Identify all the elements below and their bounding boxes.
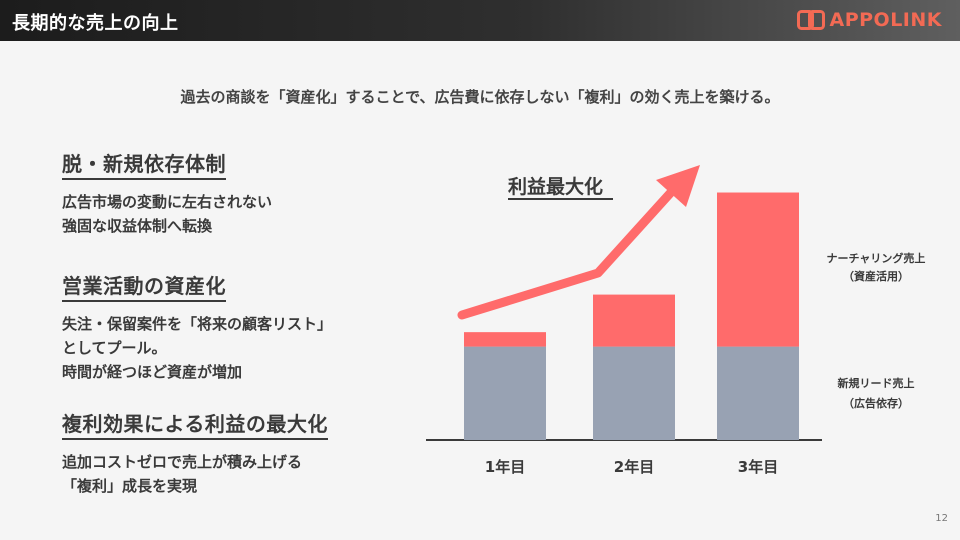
trend-arrow-head (656, 165, 700, 207)
bar-nurturing-1 (464, 332, 546, 347)
point-3-line-1: 追加コストゼロで売上が積み上げる (62, 453, 303, 471)
point-2-line-1: 失注・保留案件を「将来の顧客リスト」 (62, 315, 333, 333)
point-1-line-2: 強固な収益体制へ転換 (62, 217, 213, 235)
point-block-3: 複利効果による利益の最大化 追加コストゼロで売上が積み上げる 「複利」成長を実現 (62, 408, 328, 498)
bar-new-lead-1 (464, 346, 546, 440)
slide-title: 長期的な売上の向上 (12, 13, 179, 34)
point-block-2: 営業活動の資産化 失注・保留案件を「将来の顧客リスト」 としてプール。 時間が経… (62, 270, 332, 384)
x-tick-label-2: 2年目 (614, 458, 654, 476)
point-title-2: 営業活動の資産化 (62, 270, 226, 302)
bar-nurturing-3 (717, 192, 799, 347)
point-2-line-3: 時間が経つほど資産が増加 (62, 363, 243, 381)
bar-new-lead-2 (593, 346, 675, 440)
point-body-2: 失注・保留案件を「将来の顧客リスト」 としてプール。 時間が経つほど資産が増加 (62, 312, 332, 384)
point-title-1: 脱・新規依存体制 (62, 148, 226, 180)
series-label-new-lead-line-1: 新規リード売上 (838, 376, 915, 390)
slide-subtitle: 過去の商談を「資産化」することで、広告費に依存しない「複利」の効く売上を築ける。 (180, 88, 780, 106)
point-body-1: 広告市場の変動に左右されない 強固な収益体制へ転換 (62, 190, 272, 238)
appolink-logo-icon (797, 10, 826, 30)
trend-arrow-line (457, 184, 679, 320)
point-block-1: 脱・新規依存体制 広告市場の変動に左右されない 強固な収益体制へ転換 (62, 148, 272, 238)
series-label-new-lead-line-2: （広告依存） (843, 396, 909, 410)
point-1-line-1: 広告市場の変動に左右されない (62, 193, 273, 211)
point-body-3: 追加コストゼロで売上が積み上げる 「複利」成長を実現 (62, 450, 328, 498)
chart-title: 利益最大化 (508, 175, 603, 198)
point-title-3: 複利効果による利益の最大化 (62, 408, 328, 440)
appolink-logo: APPOLINK (797, 8, 942, 32)
point-3-line-2: 「複利」成長を実現 (62, 477, 198, 495)
header-bar: 長期的な売上の向上 APPOLINK (0, 0, 960, 41)
bar-nurturing-2 (593, 294, 675, 347)
series-label-nurturing-line-2: （資産活用） (843, 269, 909, 283)
bar-new-lead-3 (717, 346, 799, 440)
page-number: 12 (935, 513, 948, 524)
series-label-nurturing-line-1: ナーチャリング売上 (827, 251, 926, 265)
point-2-line-2: としてプール。 (62, 339, 167, 357)
logo-text: APPOLINK (829, 9, 942, 31)
x-tick-label-3: 3年目 (738, 458, 778, 476)
x-tick-label-1: 1年目 (485, 458, 525, 476)
